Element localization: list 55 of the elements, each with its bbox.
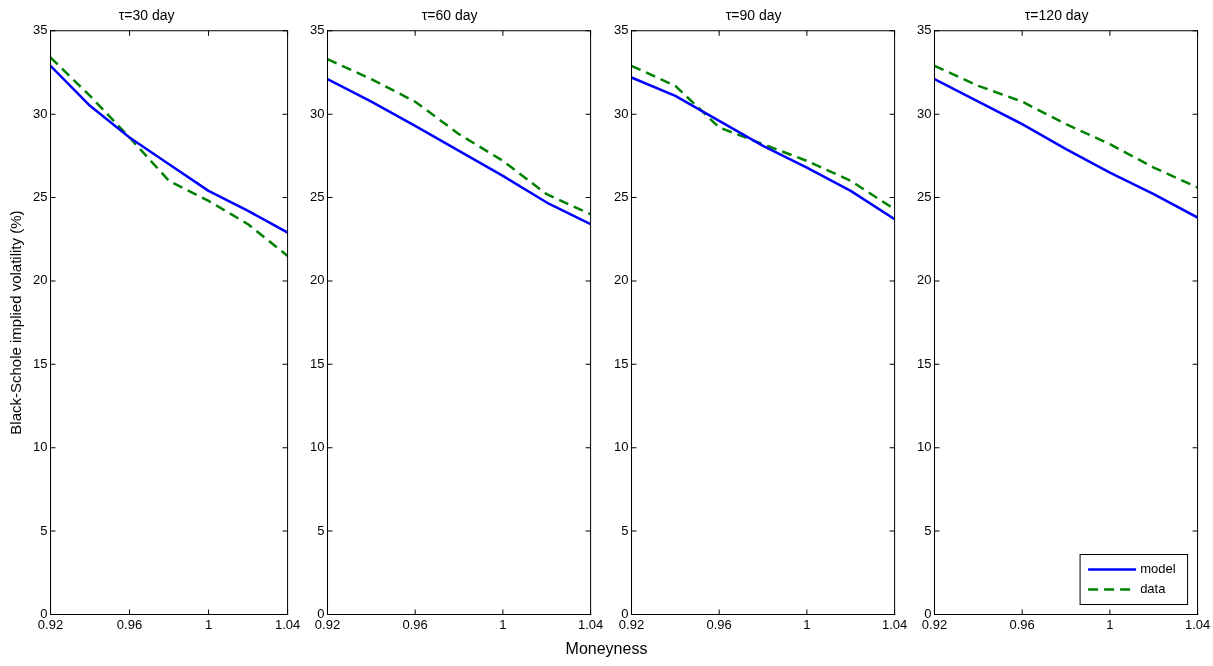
y-axis-title: Black-Schole implied volatility (%) <box>7 210 25 435</box>
x-tick-label: 0.96 <box>116 616 143 632</box>
y-tick-label: 10 <box>916 439 932 455</box>
x-tick-label: 1 <box>802 616 810 632</box>
y-tick-label: 15 <box>33 355 48 371</box>
x-tick-label: 1.04 <box>274 616 301 632</box>
y-tick-label: 15 <box>613 355 628 371</box>
x-tick-label: 1.04 <box>1184 616 1210 632</box>
y-tick-label: 35 <box>310 22 325 38</box>
y-tick-label: 5 <box>620 522 628 538</box>
y-tick-label: 30 <box>916 105 932 121</box>
y-tick-label: 35 <box>613 22 628 38</box>
y-tick-label: 0 <box>923 605 932 621</box>
y-tick-label: 20 <box>33 272 48 288</box>
line-series <box>50 56 288 258</box>
x-axis-title: Moneyness <box>564 640 649 658</box>
y-tick-label: 20 <box>310 272 325 288</box>
x-tick-label: 1 <box>204 616 213 632</box>
line-series <box>327 57 591 216</box>
y-tick-label: 35 <box>916 22 932 38</box>
chart-title: τ=90 day <box>725 7 782 24</box>
y-tick-label: 35 <box>33 22 48 38</box>
y-tick-label: 30 <box>33 105 48 121</box>
y-tick-label: 10 <box>310 439 325 455</box>
x-tick-label: 1 <box>499 616 507 632</box>
y-tick-label: 20 <box>916 272 932 288</box>
x-tick-label: 0.96 <box>706 616 732 632</box>
y-tick-label: 0 <box>620 605 628 621</box>
chart-title: τ=30 day <box>118 7 175 24</box>
legend-label: model <box>1139 560 1176 576</box>
y-tick-label: 0 <box>40 605 48 621</box>
y-tick-label: 25 <box>916 189 932 205</box>
y-tick-label: 25 <box>613 189 628 205</box>
x-tick-label: 1 <box>1106 616 1114 632</box>
y-tick-label: 5 <box>40 522 48 538</box>
y-tick-label: 5 <box>923 522 932 538</box>
x-tick-label: 0.96 <box>402 616 429 632</box>
y-tick-label: 10 <box>33 439 48 455</box>
y-tick-label: 15 <box>310 355 325 371</box>
x-tick-label: 0.96 <box>1009 616 1035 632</box>
x-tick-label: 1.04 <box>578 616 604 632</box>
y-tick-label: 30 <box>613 105 628 121</box>
y-tick-label: 25 <box>33 189 48 205</box>
x-tick-label: 1.04 <box>881 616 907 632</box>
y-tick-label: 5 <box>317 522 325 538</box>
y-tick-label: 30 <box>310 105 325 121</box>
chart-title: τ=120 day <box>1024 7 1089 24</box>
y-tick-label: 0 <box>317 605 325 621</box>
y-tick-label: 25 <box>310 189 325 205</box>
chart-title: τ=60 day <box>421 7 478 24</box>
y-tick-label: 10 <box>613 439 628 455</box>
legend-label: data <box>1139 580 1166 596</box>
y-tick-label: 15 <box>916 355 932 371</box>
y-tick-label: 20 <box>613 272 628 288</box>
line-series <box>934 64 1198 189</box>
